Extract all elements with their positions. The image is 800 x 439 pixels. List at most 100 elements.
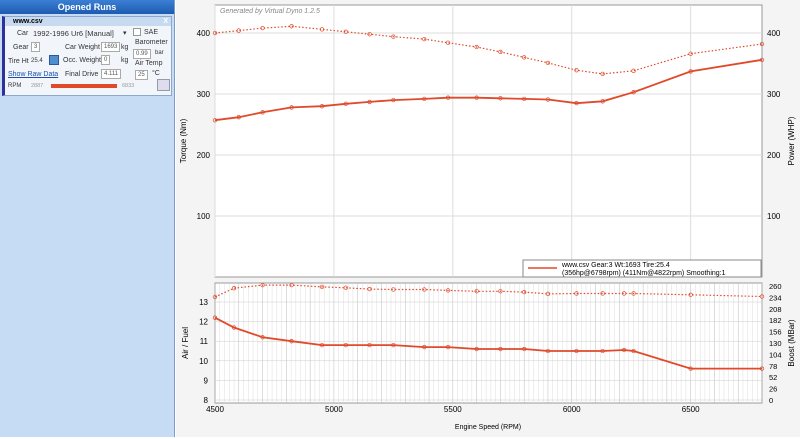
afr-point [289, 339, 294, 344]
occ-field[interactable]: 0 [101, 55, 111, 65]
x-tick-label: 5000 [325, 405, 343, 414]
torque-point [391, 97, 396, 103]
afr-point [445, 344, 451, 350]
legend-box [522, 259, 762, 278]
power-tick-label: 300 [767, 90, 781, 99]
afr-point [498, 346, 503, 352]
torque-line [214, 58, 763, 122]
torque-point [600, 99, 605, 104]
car-label: Car [17, 30, 29, 37]
power-tick-label: 100 [767, 212, 781, 221]
dyno-chart: Generated by Virtual Dyno 1.2.5 Torque (… [176, 0, 800, 437]
boost-point [212, 294, 218, 300]
boost-tick-label: 182 [769, 316, 782, 325]
boost-tick-label: 208 [769, 305, 782, 314]
torque-point [343, 101, 348, 106]
boost-point [688, 292, 693, 297]
boost-point [343, 285, 348, 290]
occ-unit: kg [121, 57, 129, 64]
torque-point [759, 57, 765, 62]
power-point [422, 36, 427, 42]
power-point [212, 30, 218, 36]
boost-point [621, 291, 627, 296]
torque-point [688, 69, 693, 74]
run-card: www.csv X Car 1992-1996 Ur6 [Manual] ▾ SA… [2, 16, 172, 96]
afr-point [522, 346, 527, 352]
boost-point [498, 289, 503, 294]
boost-point [445, 288, 451, 293]
boost-point [319, 284, 325, 290]
chevron-down-icon[interactable]: ▾ [123, 30, 127, 37]
torque-tick-label: 100 [197, 212, 211, 221]
close-icon[interactable]: X [163, 18, 168, 25]
drive-field[interactable]: 4.111 [101, 69, 122, 79]
weight-label: Car Weight [65, 44, 100, 51]
tire-field[interactable]: 25.4 [31, 58, 43, 64]
boost-tick-label: 52 [769, 373, 777, 382]
power-point [522, 55, 527, 60]
boost-point [231, 286, 237, 291]
chart-icon[interactable] [157, 79, 170, 91]
legend: www.csv Gear:3 Wt:1693 Tire:25.4 (356hp@… [522, 259, 762, 278]
power-line [214, 25, 763, 75]
boost-tick-label: 130 [769, 339, 782, 348]
torque-tick-label: 300 [197, 90, 211, 99]
afr-tick-label: 8 [204, 396, 209, 405]
boost-tick-label: 156 [769, 328, 782, 337]
afr-point [545, 348, 551, 354]
x-tick-label: 4500 [206, 405, 224, 414]
barometer-field[interactable]: 0.99 [133, 49, 151, 59]
weight-unit: kg [121, 44, 129, 51]
x-axis-label: Engine Speed (RPM) [455, 424, 521, 431]
power-point [289, 24, 294, 29]
rpm-range-slider[interactable] [51, 84, 117, 88]
afr-point [474, 346, 479, 352]
torque-point [545, 97, 551, 102]
afr-point [343, 342, 348, 348]
boost-tick-label: 104 [769, 350, 782, 359]
boost-point [545, 291, 551, 297]
panel-title: Opened Runs [0, 0, 174, 14]
boost-tick-label: 26 [769, 385, 777, 394]
boost-point [391, 287, 396, 292]
show-raw-data-link[interactable]: Show Raw Data [8, 71, 59, 78]
power-point [688, 51, 693, 56]
power-point [260, 25, 265, 31]
afr-line [214, 316, 762, 370]
torque-tick-label: 200 [197, 151, 211, 160]
barometer-label: Barometer [135, 39, 168, 46]
rpm-label: RPM [8, 83, 22, 89]
weight-field[interactable]: 1693 [101, 42, 121, 52]
opened-runs-panel: Opened Runs www.csv X Car 1992-1996 Ur6 [… [0, 0, 175, 437]
power-point [343, 29, 348, 34]
boost-point [522, 289, 527, 295]
afr-tick-label: 11 [200, 337, 209, 346]
afr-point [422, 344, 427, 350]
tire-calc-icon[interactable] [49, 55, 59, 65]
power-point [574, 68, 579, 73]
torque-point [422, 96, 427, 102]
boost-tick-label: 260 [769, 282, 782, 291]
afr-tick-label: 12 [199, 318, 208, 327]
afr-point [319, 342, 325, 348]
airtemp-label: Air Temp [135, 60, 163, 67]
boost-point [574, 291, 579, 296]
power-point [474, 44, 479, 50]
afr-point [260, 335, 265, 340]
boost-point [631, 291, 636, 296]
boost-point [289, 282, 294, 288]
afr-point [231, 325, 237, 330]
airtemp-field[interactable]: 25 [135, 70, 148, 80]
power-axis-label: Power (WHP) [787, 116, 796, 165]
power-point [236, 28, 241, 33]
power-point [445, 40, 451, 45]
power-point [545, 60, 551, 66]
legend-line1: www.csv Gear:3 Wt:1693 Tire:25.4 [561, 262, 670, 269]
x-tick-label: 6500 [682, 405, 700, 414]
chart-title: Generated by Virtual Dyno 1.2.5 [220, 8, 320, 15]
sae-checkbox[interactable] [133, 28, 141, 36]
gear-select[interactable]: 3 [31, 42, 41, 52]
power-point [631, 68, 636, 73]
boost-point [260, 282, 265, 288]
car-select[interactable]: 1992-1996 Ur6 [Manual] [33, 29, 114, 38]
